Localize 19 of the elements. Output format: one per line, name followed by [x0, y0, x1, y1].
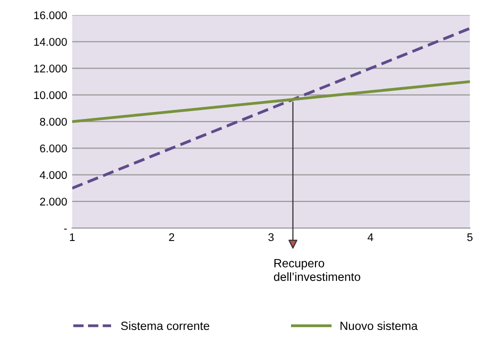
- y-tick-label: 6.000: [40, 144, 67, 152]
- x-tick-label: 2: [169, 233, 174, 242]
- y-tick-label: 4.000: [40, 171, 67, 179]
- y-tick-label: 14.000: [34, 38, 67, 46]
- y-tick-label: 2.000: [40, 198, 67, 206]
- y-tick-label: 12.000: [34, 64, 67, 72]
- x-tick-label: 3: [268, 233, 274, 242]
- legend-label: Sistema corrente: [121, 321, 210, 330]
- y-tick-label: 16.000: [34, 11, 67, 20]
- line-series: [72, 80, 470, 123]
- y-tick-label: 8.000: [40, 118, 67, 126]
- annotation: Recupero dell’investimento: [274, 259, 360, 281]
- line-series: [72, 27, 470, 190]
- x-tick-label: 5: [467, 233, 473, 242]
- y-tick-label: 10.000: [34, 91, 67, 100]
- y-tick-label: -: [64, 228, 67, 230]
- x-tick-label: 1: [70, 233, 75, 242]
- x-tick-label: 4: [368, 233, 374, 242]
- legend-label: Nuovo sistema: [340, 321, 418, 330]
